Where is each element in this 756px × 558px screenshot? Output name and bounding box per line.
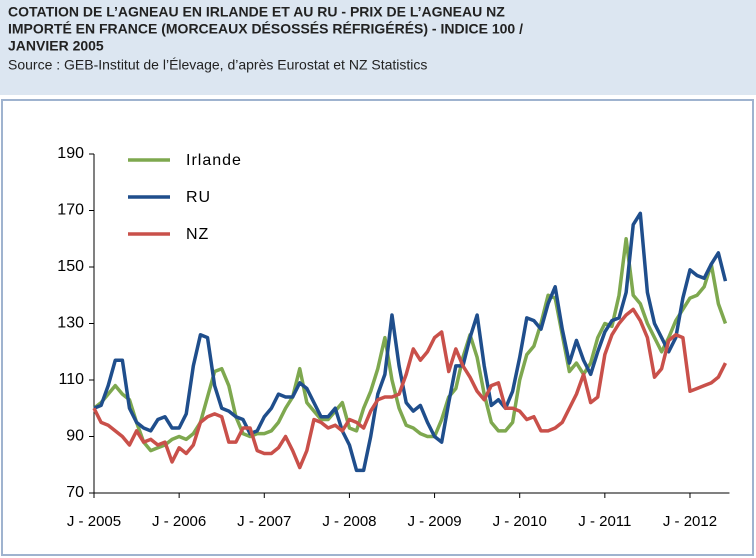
chart-title: JANVIER 2005 [8, 38, 104, 54]
x-tick-label: J - 2005 [67, 513, 121, 530]
y-tick-label: 150 [57, 258, 84, 275]
legend-label: Irlande [186, 152, 242, 169]
chart-frame [1, 99, 754, 556]
x-tick-label: J - 2012 [663, 513, 717, 530]
x-tick-label: J - 2008 [322, 513, 376, 530]
y-tick-label: 190 [57, 145, 84, 162]
header-background [0, 0, 756, 95]
series-line [92, 307, 728, 470]
x-tick-label: J - 2006 [152, 513, 206, 530]
x-tick-label: J - 2011 [578, 513, 631, 530]
legend-label: RU [186, 189, 211, 206]
chart-subtitle: Source : GEB-Institut de l’Élevage, d’ap… [8, 57, 427, 73]
x-tick-label: J - 2007 [237, 513, 291, 530]
y-tick-label: 110 [58, 371, 84, 388]
series-line [93, 211, 728, 473]
chart-title: IMPORTÉ EN FRANCE (MORCEAUX DÉSOSSÉS RÉF… [8, 21, 523, 37]
y-tick-label: 90 [66, 428, 84, 445]
legend-label: NZ [186, 226, 209, 243]
y-tick-label: 70 [66, 484, 84, 501]
x-tick-label: J - 2010 [493, 513, 547, 530]
x-tick-label: J - 2009 [407, 513, 461, 530]
y-tick-label: 130 [57, 315, 84, 332]
chart-title: COTATION DE L’AGNEAU EN IRLANDE ET AU RU… [8, 4, 505, 20]
y-tick-label: 170 [57, 202, 84, 219]
